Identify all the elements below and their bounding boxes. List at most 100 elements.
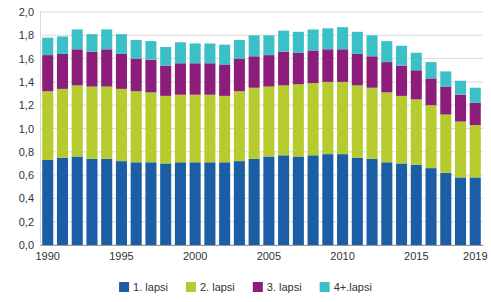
- bar: [411, 99, 422, 164]
- bar: [367, 35, 378, 56]
- bar: [455, 95, 466, 122]
- bar: [455, 177, 466, 245]
- bar: [381, 41, 392, 62]
- bar: [86, 87, 97, 159]
- bar: [411, 165, 422, 245]
- tick-label: 2019: [463, 250, 487, 262]
- bar: [101, 159, 112, 245]
- bar: [367, 56, 378, 87]
- bar: [352, 85, 363, 157]
- tick-label: 2,0: [19, 6, 34, 18]
- bar: [367, 159, 378, 245]
- tick: 0,6: [19, 169, 40, 181]
- bar: [57, 158, 68, 245]
- bar: [411, 53, 422, 70]
- bar: [337, 49, 348, 82]
- bar: [455, 81, 466, 95]
- tick-label: 1990: [35, 250, 59, 262]
- bar: [352, 158, 363, 245]
- bar: [72, 29, 83, 49]
- bar: [190, 43, 201, 63]
- bar: [116, 54, 127, 89]
- bar: [322, 49, 333, 82]
- bar: [440, 71, 451, 86]
- tick: 1990: [35, 245, 59, 262]
- bar: [160, 96, 171, 164]
- bar: [396, 66, 407, 96]
- bar: [249, 35, 260, 56]
- bar: [204, 162, 215, 245]
- bar: [131, 59, 142, 92]
- axis-line: [41, 245, 484, 246]
- bar: [101, 87, 112, 159]
- bar: [145, 41, 156, 60]
- bar: [263, 35, 274, 55]
- bar: [86, 52, 97, 87]
- bar: [160, 47, 171, 66]
- bar: [411, 70, 422, 99]
- bar: [190, 63, 201, 94]
- plot: 0,00,20,40,60,81,01,21,41,61,82,01990199…: [19, 6, 488, 262]
- legend-label: 1. lapsi: [133, 281, 168, 293]
- bar: [396, 46, 407, 66]
- tick: 0,8: [19, 146, 40, 158]
- bar: [42, 55, 53, 91]
- tick-label: 2005: [257, 250, 281, 262]
- bar: [72, 156, 83, 245]
- bar: [352, 54, 363, 85]
- bar: [42, 91, 53, 160]
- bar: [204, 63, 215, 94]
- legend-swatch: [320, 282, 330, 292]
- bar: [470, 88, 481, 103]
- legend-label: 2. lapsi: [200, 281, 235, 293]
- bar: [470, 125, 481, 177]
- bar: [440, 87, 451, 115]
- legend-item: 1. lapsi: [119, 281, 168, 293]
- axis-line: [40, 13, 41, 246]
- legend: 1. lapsi2. lapsi3. lapsi4+.lapsi: [119, 281, 372, 293]
- bar: [42, 38, 53, 55]
- bar: [234, 40, 245, 59]
- tick: 1,8: [19, 29, 40, 41]
- bar: [86, 34, 97, 51]
- tick-label: 0,4: [19, 192, 34, 204]
- bar: [160, 163, 171, 245]
- bar: [426, 168, 437, 245]
- bar: [204, 43, 215, 63]
- bar: [278, 31, 289, 52]
- bars: [42, 27, 481, 245]
- tick-label: 1,6: [19, 53, 34, 65]
- tick-label: 1,2: [19, 99, 34, 111]
- bar: [116, 34, 127, 54]
- bar: [72, 85, 83, 156]
- tick-label: 2010: [330, 250, 354, 262]
- bar: [381, 162, 392, 245]
- bar: [470, 177, 481, 245]
- bar: [190, 95, 201, 163]
- bar: [219, 45, 230, 65]
- bar: [337, 154, 348, 245]
- bar: [249, 56, 260, 87]
- bar: [322, 28, 333, 49]
- tick: 2,0: [19, 6, 40, 18]
- bar: [42, 160, 53, 245]
- tick: 1,0: [19, 123, 40, 135]
- bar: [263, 55, 274, 86]
- bar: [145, 60, 156, 93]
- bar: [337, 82, 348, 154]
- tick: 0,4: [19, 192, 40, 204]
- bar: [381, 92, 392, 162]
- tick: 1,6: [19, 53, 40, 65]
- tick-label: 0,6: [19, 169, 34, 181]
- tick-label: 1,0: [19, 123, 34, 135]
- bar: [57, 36, 68, 53]
- bar: [86, 159, 97, 245]
- bar: [175, 162, 186, 245]
- tick-label: 0,0: [19, 239, 34, 251]
- bar: [308, 50, 319, 83]
- series: [42, 154, 481, 245]
- bar: [278, 52, 289, 86]
- bar: [381, 62, 392, 92]
- bar: [293, 53, 304, 84]
- bar: [308, 155, 319, 245]
